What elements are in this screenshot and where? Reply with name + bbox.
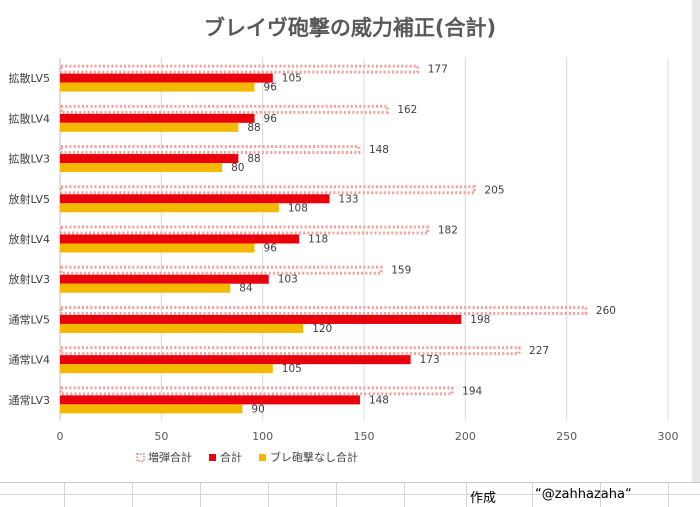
bar (60, 194, 330, 204)
data-label: 118 (308, 234, 328, 246)
category-label: 放射LV3 (9, 272, 50, 286)
data-label: 88 (247, 153, 260, 165)
credit-value[interactable]: “@zahhazaha“ (535, 487, 632, 502)
bar (59, 104, 389, 114)
bar (59, 305, 588, 315)
bar (60, 113, 255, 123)
legend-swatch (259, 454, 266, 461)
data-label: 96 (264, 82, 278, 94)
data-label: 205 (484, 184, 504, 196)
category-label: 通常LV4 (9, 354, 50, 367)
sheet-col-line (404, 483, 405, 507)
bar (60, 404, 243, 414)
sheet-col-line (532, 483, 533, 507)
data-label: 194 (462, 385, 482, 397)
category-label: 拡散LV3 (9, 152, 50, 166)
bar (60, 73, 273, 83)
bar (60, 274, 269, 284)
bar (60, 163, 223, 173)
category-label: 放射LV4 (9, 232, 50, 246)
legend-label: 増弾合計 (148, 450, 192, 464)
data-label: 103 (278, 274, 298, 286)
sheet-col-line (64, 483, 65, 507)
credit-label[interactable]: 作成 (470, 491, 497, 506)
data-label: 133 (339, 193, 359, 205)
category-label: 拡散LV4 (9, 111, 50, 125)
bar (60, 323, 304, 333)
bar (60, 355, 411, 365)
x-tick-label: 0 (57, 430, 64, 443)
data-label: 198 (470, 314, 490, 326)
bar (59, 346, 521, 356)
bar (59, 386, 454, 396)
bar (60, 364, 273, 374)
window-edge (692, 0, 700, 482)
x-tick-label: 300 (658, 430, 679, 443)
legend-swatch (136, 453, 145, 462)
category-label: 放射LV5 (9, 192, 50, 206)
data-label: 148 (369, 144, 389, 156)
data-label: 182 (438, 225, 458, 237)
data-label: 120 (312, 323, 332, 335)
sheet-col-line (336, 483, 337, 507)
legend-label: ブレ砲撃なし合計 (270, 450, 358, 464)
x-tick-label: 250 (556, 430, 577, 443)
x-tick-label: 200 (455, 430, 476, 443)
data-label: 159 (391, 265, 411, 277)
data-label: 173 (420, 354, 440, 366)
data-label: 96 (264, 113, 278, 125)
data-label: 88 (247, 122, 260, 134)
spreadsheet-strip (0, 482, 700, 507)
category-label: 通常LV3 (9, 394, 50, 407)
data-label: 148 (369, 394, 389, 406)
bar (60, 82, 255, 92)
data-label: 105 (282, 363, 302, 375)
x-tick-label: 150 (354, 430, 375, 443)
sheet-col-line (200, 483, 201, 507)
data-label: 162 (397, 104, 417, 116)
sheet-col-line (268, 483, 269, 507)
data-label: 105 (282, 73, 302, 85)
bar (59, 64, 420, 74)
bar-chart: ブレイヴ砲撃の威力補正(合計) 0 50 100 150 200 250 300 拡散LV5 17… (9, 16, 679, 464)
bar (60, 203, 279, 213)
category-label: 通常LV5 (9, 313, 50, 326)
data-label: 80 (231, 162, 244, 174)
data-label: 84 (239, 283, 253, 295)
data-label: 108 (288, 202, 308, 214)
bar (60, 122, 239, 132)
sheet-col-line (132, 483, 133, 507)
bar (59, 225, 430, 235)
bar (60, 395, 360, 405)
x-tick-label: 100 (252, 430, 273, 443)
sheet-row-line (0, 494, 700, 495)
data-label: 90 (251, 403, 264, 415)
data-label: 96 (264, 243, 278, 255)
sheet-col-line (466, 483, 467, 507)
bar (59, 265, 383, 275)
bar (60, 314, 462, 324)
data-label: 260 (596, 305, 616, 317)
chart-area: ブレイヴ砲撃の威力補正(合計) 0 50 100 150 200 250 300 拡散LV5 17… (8, 16, 679, 464)
bar (60, 234, 300, 244)
legend-label: 合計 (220, 450, 242, 464)
bar (59, 145, 361, 155)
bar (60, 243, 255, 253)
data-label: 227 (529, 345, 549, 357)
data-label: 177 (428, 64, 448, 76)
bar (60, 154, 239, 164)
sheet-col-line (668, 483, 669, 507)
sheet-col-line (600, 483, 601, 507)
category-label: 拡散LV5 (9, 71, 50, 85)
x-tick-label: 50 (154, 430, 168, 443)
bar (59, 185, 476, 195)
bar (60, 283, 231, 293)
chart-title: ブレイヴ砲撃の威力補正(合計) (204, 16, 496, 40)
legend-swatch (209, 454, 216, 461)
